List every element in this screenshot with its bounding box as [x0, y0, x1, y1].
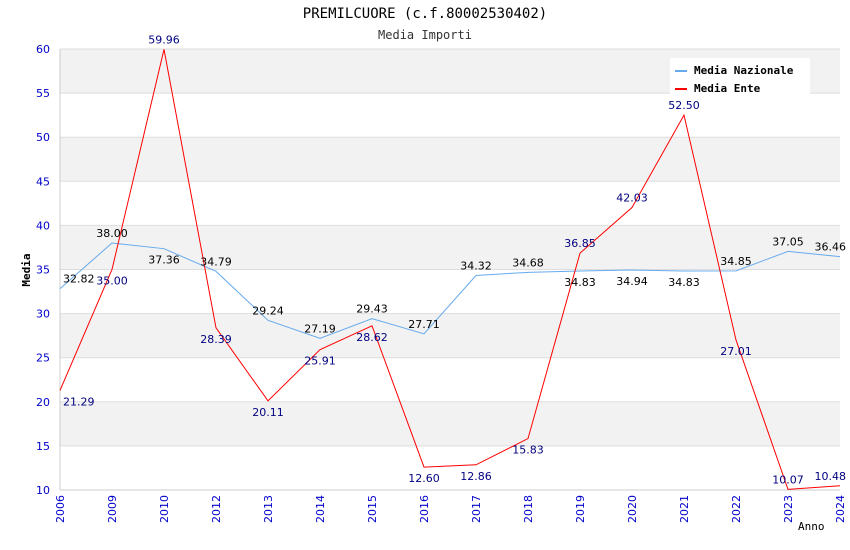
y-tick-label: 60 — [36, 43, 50, 56]
grid-band — [60, 313, 840, 358]
x-tick-label: 2006 — [54, 495, 67, 523]
y-tick-label: 35 — [36, 264, 50, 277]
data-label-nazionale: 34.85 — [720, 255, 752, 268]
grid-band — [60, 137, 840, 182]
data-label-nazionale: 37.05 — [772, 235, 804, 248]
data-label-ente: 15.83 — [512, 444, 544, 457]
x-tick-label: 2022 — [730, 495, 743, 523]
y-axis-label: Media — [20, 253, 33, 286]
x-tick-label: 2024 — [834, 495, 847, 523]
x-tick-label: 2023 — [782, 495, 795, 523]
data-label-nazionale: 27.71 — [408, 318, 440, 331]
data-label-nazionale: 38.00 — [96, 227, 128, 240]
y-tick-label: 55 — [36, 87, 50, 100]
data-label-nazionale: 34.83 — [668, 276, 700, 289]
grid-band — [60, 357, 840, 402]
x-tick-label: 2018 — [522, 495, 535, 523]
x-axis-label: Anno — [798, 520, 825, 533]
data-label-ente: 10.48 — [815, 470, 847, 483]
y-tick-label: 50 — [36, 131, 50, 144]
grid-band — [60, 181, 840, 226]
x-tick-label: 2019 — [574, 495, 587, 523]
grid-band — [60, 445, 840, 490]
data-label-nazionale: 34.32 — [460, 259, 492, 272]
series-line-nazionale — [59, 242, 841, 339]
y-tick-label: 25 — [36, 352, 50, 365]
y-tick-label: 40 — [36, 219, 50, 232]
data-label-nazionale: 34.83 — [564, 276, 596, 289]
data-label-nazionale: 34.68 — [512, 256, 544, 269]
data-label-ente: 12.60 — [408, 472, 440, 485]
data-label-nazionale: 29.24 — [252, 304, 284, 317]
y-tick-label: 20 — [36, 396, 50, 409]
y-tick-label: 45 — [36, 175, 50, 188]
data-label-ente: 27.01 — [720, 345, 752, 358]
data-label-ente: 21.29 — [63, 395, 95, 408]
x-tick-label: 2014 — [314, 495, 327, 523]
grid-band — [60, 401, 840, 446]
x-tick-label: 2012 — [210, 495, 223, 523]
data-label-nazionale: 27.19 — [304, 322, 336, 335]
x-tick-label: 2021 — [678, 495, 691, 523]
data-label-ente: 28.62 — [356, 331, 388, 344]
data-label-nazionale: 34.94 — [616, 275, 648, 288]
grid-band — [60, 269, 840, 314]
x-tick-label: 2010 — [158, 495, 171, 523]
x-tick-label: 2020 — [626, 495, 639, 523]
chart-title: PREMILCUORE (c.f.80002530402) — [303, 6, 547, 22]
legend-label-ente: Media Ente — [694, 82, 761, 95]
data-label-ente: 36.85 — [564, 237, 596, 250]
data-label-ente: 28.39 — [200, 333, 232, 346]
legend: Media Nazionale Media Ente — [670, 58, 810, 95]
x-tick-label: 2016 — [418, 495, 431, 523]
data-label-nazionale: 32.82 — [63, 273, 95, 286]
chart-subtitle: Media Importi — [378, 28, 472, 42]
y-tick-label: 15 — [36, 440, 50, 453]
legend-label-nazionale: Media Nazionale — [694, 64, 794, 77]
data-label-ente: 10.07 — [772, 473, 804, 486]
series-line-ente — [59, 49, 841, 490]
data-label-ente: 25.91 — [304, 355, 336, 368]
x-tick-label: 2015 — [366, 495, 379, 523]
data-label-ente: 52.50 — [668, 99, 700, 112]
grid-band — [60, 225, 840, 270]
x-tick-label: 2009 — [106, 495, 119, 523]
grid-band — [60, 93, 840, 138]
data-label-ente: 12.86 — [460, 470, 492, 483]
x-tick-label: 2017 — [470, 495, 483, 523]
data-label-ente: 35.00 — [96, 275, 128, 288]
x-tick-label: 2013 — [262, 495, 275, 523]
y-tick-label: 10 — [36, 484, 50, 497]
data-label-nazionale: 37.36 — [148, 254, 180, 267]
data-label-nazionale: 34.79 — [200, 255, 232, 268]
data-label-nazionale: 36.46 — [815, 241, 847, 254]
y-tick-label: 30 — [36, 308, 50, 321]
data-label-ente: 20.11 — [252, 406, 284, 419]
data-label-nazionale: 29.43 — [356, 303, 388, 316]
data-label-ente: 59.96 — [148, 33, 180, 46]
data-label-ente: 42.03 — [616, 191, 648, 204]
